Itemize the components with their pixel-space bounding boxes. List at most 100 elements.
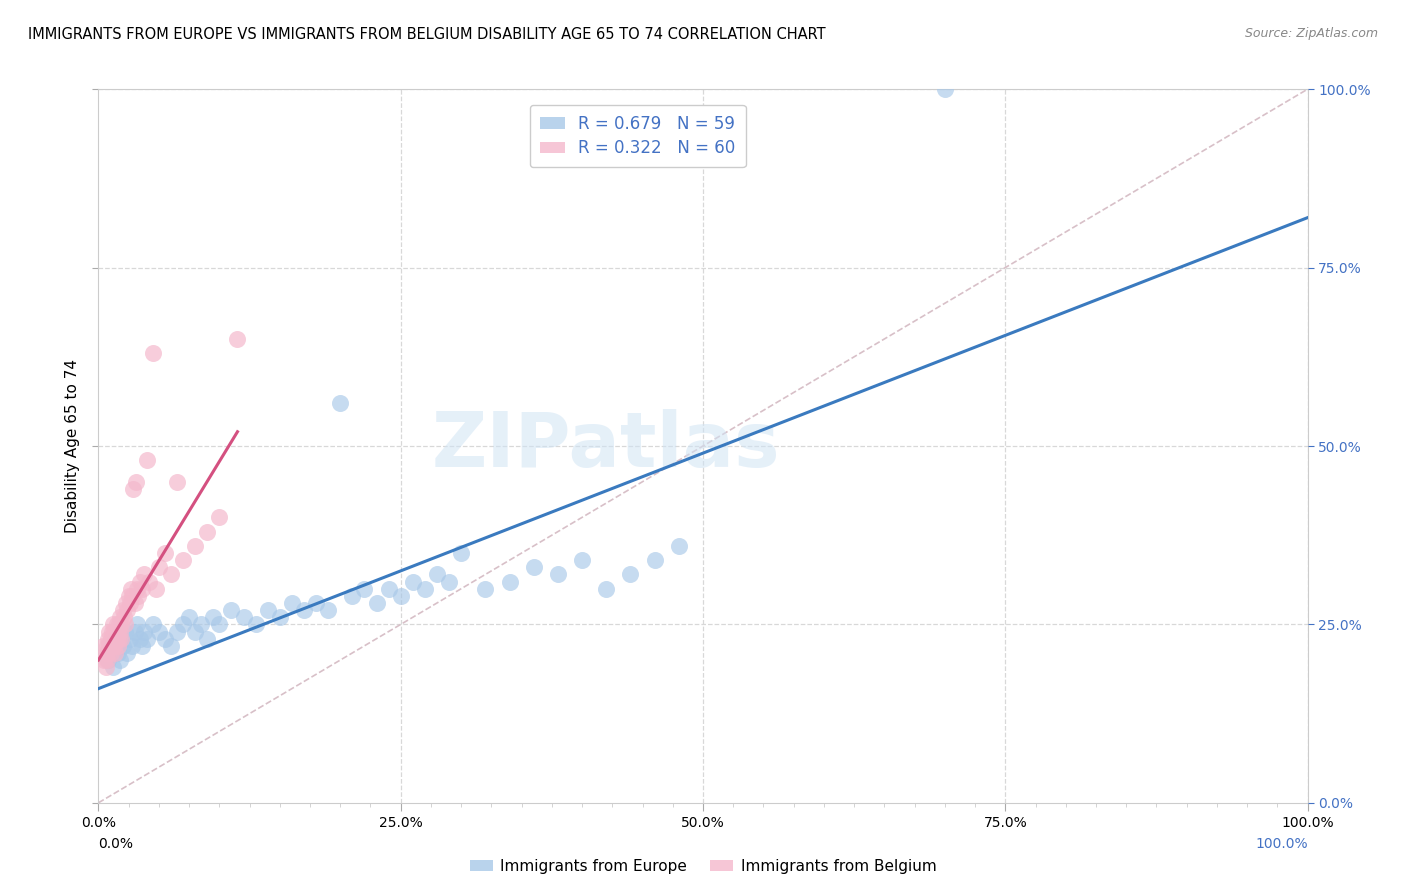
Point — [166, 624, 188, 639]
Point — [104, 632, 127, 646]
Point — [148, 560, 170, 574]
Text: Source: ZipAtlas.com: Source: ZipAtlas.com — [1244, 27, 1378, 40]
Point — [121, 639, 143, 653]
Point — [128, 632, 150, 646]
Point — [107, 624, 129, 639]
Point — [93, 653, 115, 667]
Point — [474, 582, 496, 596]
Point — [131, 639, 153, 653]
Point — [101, 660, 124, 674]
Point — [110, 617, 132, 632]
Point — [426, 567, 449, 582]
Point — [112, 610, 135, 624]
Point — [316, 603, 339, 617]
Point — [127, 617, 149, 632]
Point — [172, 617, 194, 632]
Point — [96, 653, 118, 667]
Point — [208, 510, 231, 524]
Text: ZIPatlas: ZIPatlas — [432, 409, 780, 483]
Point — [100, 632, 122, 646]
Point — [96, 639, 118, 653]
Point — [153, 632, 176, 646]
Point — [413, 582, 436, 596]
Point — [402, 574, 425, 589]
Point — [115, 596, 138, 610]
Point — [226, 332, 249, 346]
Point — [135, 453, 157, 467]
Point — [100, 639, 122, 653]
Point — [138, 574, 160, 589]
Point — [98, 639, 121, 653]
Point — [523, 560, 546, 574]
Point — [108, 610, 131, 624]
Point — [91, 639, 114, 653]
Point — [97, 653, 120, 667]
Point — [450, 546, 472, 560]
Point — [100, 639, 122, 653]
Point — [644, 553, 666, 567]
Point — [329, 396, 352, 410]
Point — [97, 646, 120, 660]
Point — [108, 632, 131, 646]
Point — [125, 475, 148, 489]
Point — [134, 567, 156, 582]
Point — [619, 567, 641, 582]
Point — [103, 639, 125, 653]
Point — [245, 617, 267, 632]
Point — [104, 646, 127, 660]
Point — [145, 582, 167, 596]
Point — [190, 617, 212, 632]
Point — [127, 582, 149, 596]
Point — [195, 632, 218, 646]
Point — [108, 617, 131, 632]
Point — [94, 660, 117, 674]
Point — [366, 596, 388, 610]
Point — [118, 589, 141, 603]
Point — [108, 624, 131, 639]
Point — [148, 624, 170, 639]
Legend: R = 0.679   N = 59, R = 0.322   N = 60: R = 0.679 N = 59, R = 0.322 N = 60 — [530, 104, 745, 168]
Point — [110, 632, 132, 646]
Point — [166, 475, 188, 489]
Point — [107, 639, 129, 653]
Point — [101, 632, 124, 646]
Text: 0.0%: 0.0% — [98, 837, 134, 851]
Point — [195, 524, 218, 539]
Point — [120, 582, 142, 596]
Point — [114, 624, 136, 639]
Point — [377, 582, 399, 596]
Legend: Immigrants from Europe, Immigrants from Belgium: Immigrants from Europe, Immigrants from … — [464, 853, 942, 880]
Point — [127, 589, 149, 603]
Point — [134, 624, 156, 639]
Point — [256, 603, 278, 617]
Point — [118, 632, 141, 646]
Point — [114, 617, 136, 632]
Point — [111, 639, 134, 653]
Point — [142, 617, 165, 632]
Point — [135, 632, 157, 646]
Point — [342, 589, 364, 603]
Point — [184, 624, 207, 639]
Point — [498, 574, 520, 589]
Text: 100.0%: 100.0% — [1256, 837, 1308, 851]
Point — [97, 632, 120, 646]
Point — [100, 624, 122, 639]
Point — [208, 617, 231, 632]
Point — [353, 582, 375, 596]
Point — [305, 596, 328, 610]
Point — [100, 646, 122, 660]
Point — [389, 589, 412, 603]
Point — [437, 574, 460, 589]
Point — [101, 617, 124, 632]
Point — [124, 596, 146, 610]
Point — [131, 582, 153, 596]
Y-axis label: Disability Age 65 to 74: Disability Age 65 to 74 — [65, 359, 80, 533]
Point — [103, 624, 125, 639]
Point — [269, 610, 291, 624]
Point — [111, 603, 134, 617]
Text: IMMIGRANTS FROM EUROPE VS IMMIGRANTS FROM BELGIUM DISABILITY AGE 65 TO 74 CORREL: IMMIGRANTS FROM EUROPE VS IMMIGRANTS FRO… — [28, 27, 825, 42]
Point — [547, 567, 569, 582]
Point — [292, 603, 315, 617]
Point — [160, 567, 183, 582]
Point — [98, 624, 121, 639]
